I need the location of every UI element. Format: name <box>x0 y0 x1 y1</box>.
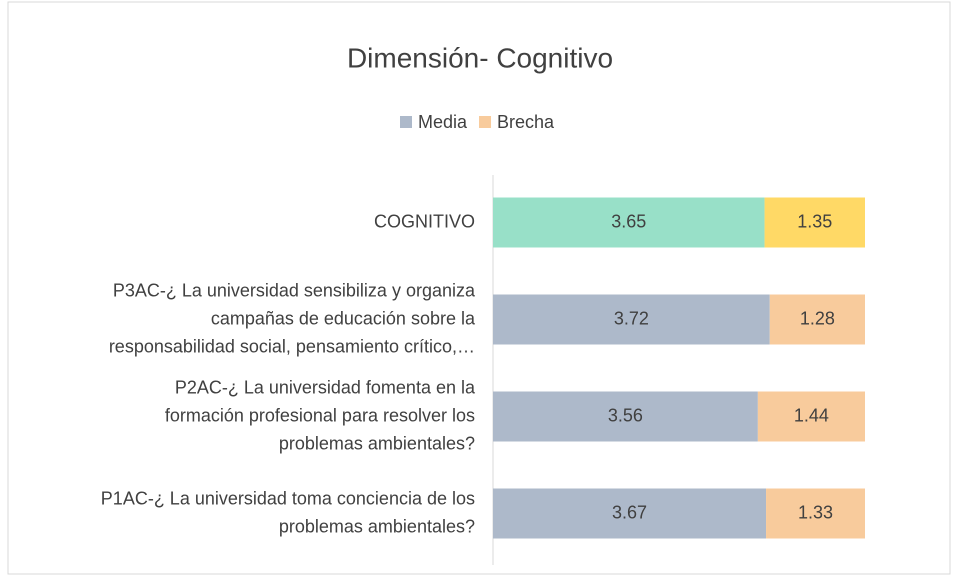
bar-segment <box>493 391 758 442</box>
chart-frame <box>7 1 951 575</box>
chart-title: Dimensión- Cognitivo <box>347 42 613 73</box>
legend-swatch <box>479 116 492 128</box>
category-label: formación profesional para resolver los <box>165 405 475 425</box>
legend-label: Media <box>418 112 468 132</box>
data-label: 3.72 <box>614 308 649 328</box>
category-label: P1AC-¿ La universidad toma conciencia de… <box>101 488 475 508</box>
data-label: 3.67 <box>612 502 647 522</box>
category-label: problemas ambientales? <box>279 516 475 536</box>
category-label: P2AC-¿ La universidad fomenta en la <box>175 377 476 397</box>
bar-segment <box>769 294 865 345</box>
bar-segment <box>757 391 865 442</box>
legend-swatch <box>400 116 412 128</box>
data-label: 1.28 <box>800 308 835 328</box>
category-label: P3AC-¿ La universidad sensibiliza y orga… <box>113 280 476 300</box>
legend-label: Brecha <box>497 112 555 132</box>
category-label: campañas de educación sobre la <box>211 308 476 328</box>
data-label: 1.35 <box>797 211 832 231</box>
category-label: COGNITIVO <box>374 211 475 231</box>
bar-segment <box>493 294 770 345</box>
data-label: 3.56 <box>608 405 643 425</box>
bar-segment <box>493 488 767 539</box>
data-label: 1.44 <box>794 405 829 425</box>
category-label: responsabilidad social, pensamiento crít… <box>109 336 475 356</box>
category-label: problemas ambientales? <box>279 433 475 453</box>
bar-segment <box>764 197 865 248</box>
bar-segment <box>766 488 865 539</box>
data-label: 3.65 <box>611 211 646 231</box>
bar-segment <box>493 197 765 248</box>
data-label: 1.33 <box>798 502 833 522</box>
